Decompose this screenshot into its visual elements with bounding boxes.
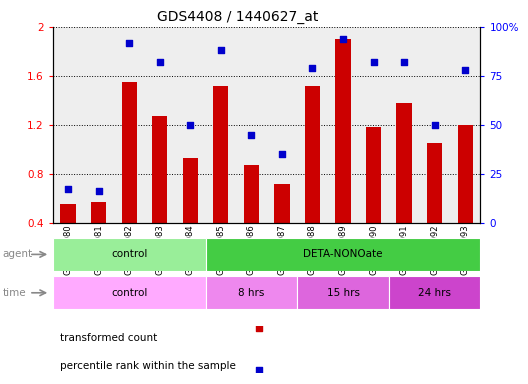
Bar	[213, 86, 229, 223]
Point	[370, 59, 378, 65]
Bar	[458, 125, 473, 223]
Bar	[389, 276, 480, 309]
Bar	[244, 165, 259, 223]
Bar	[53, 238, 205, 271]
Bar	[297, 276, 389, 309]
Bar	[121, 82, 137, 223]
Point	[216, 47, 225, 53]
Bar	[274, 184, 289, 223]
Point	[278, 151, 286, 157]
Text: GDS4408 / 1440627_at: GDS4408 / 1440627_at	[157, 10, 318, 23]
Bar	[305, 86, 320, 223]
Text: 15 hrs: 15 hrs	[326, 288, 360, 298]
Point	[308, 65, 317, 71]
Bar	[366, 127, 381, 223]
Bar	[427, 143, 442, 223]
Point	[254, 325, 263, 331]
Point	[95, 188, 103, 194]
Bar	[91, 202, 106, 223]
Bar	[53, 276, 205, 309]
Text: time: time	[3, 288, 26, 298]
Point	[400, 59, 408, 65]
Point	[430, 122, 439, 128]
Bar	[183, 158, 198, 223]
Point	[125, 40, 134, 46]
Bar	[60, 204, 76, 223]
Bar	[205, 238, 480, 271]
Text: agent: agent	[3, 249, 33, 260]
Point	[339, 36, 347, 42]
Text: control: control	[111, 249, 147, 260]
Bar	[205, 276, 297, 309]
Text: control: control	[111, 288, 147, 298]
Text: transformed count: transformed count	[60, 333, 157, 343]
Point	[186, 122, 194, 128]
Bar	[335, 39, 351, 223]
Text: 24 hrs: 24 hrs	[418, 288, 451, 298]
Point	[461, 67, 469, 73]
Point	[247, 131, 256, 138]
Text: DETA-NONOate: DETA-NONOate	[303, 249, 383, 260]
Bar	[152, 116, 167, 223]
Point	[64, 186, 72, 192]
Point	[254, 367, 263, 374]
Text: percentile rank within the sample: percentile rank within the sample	[60, 361, 236, 371]
Point	[156, 59, 164, 65]
Text: 8 hrs: 8 hrs	[238, 288, 265, 298]
Bar	[397, 103, 412, 223]
